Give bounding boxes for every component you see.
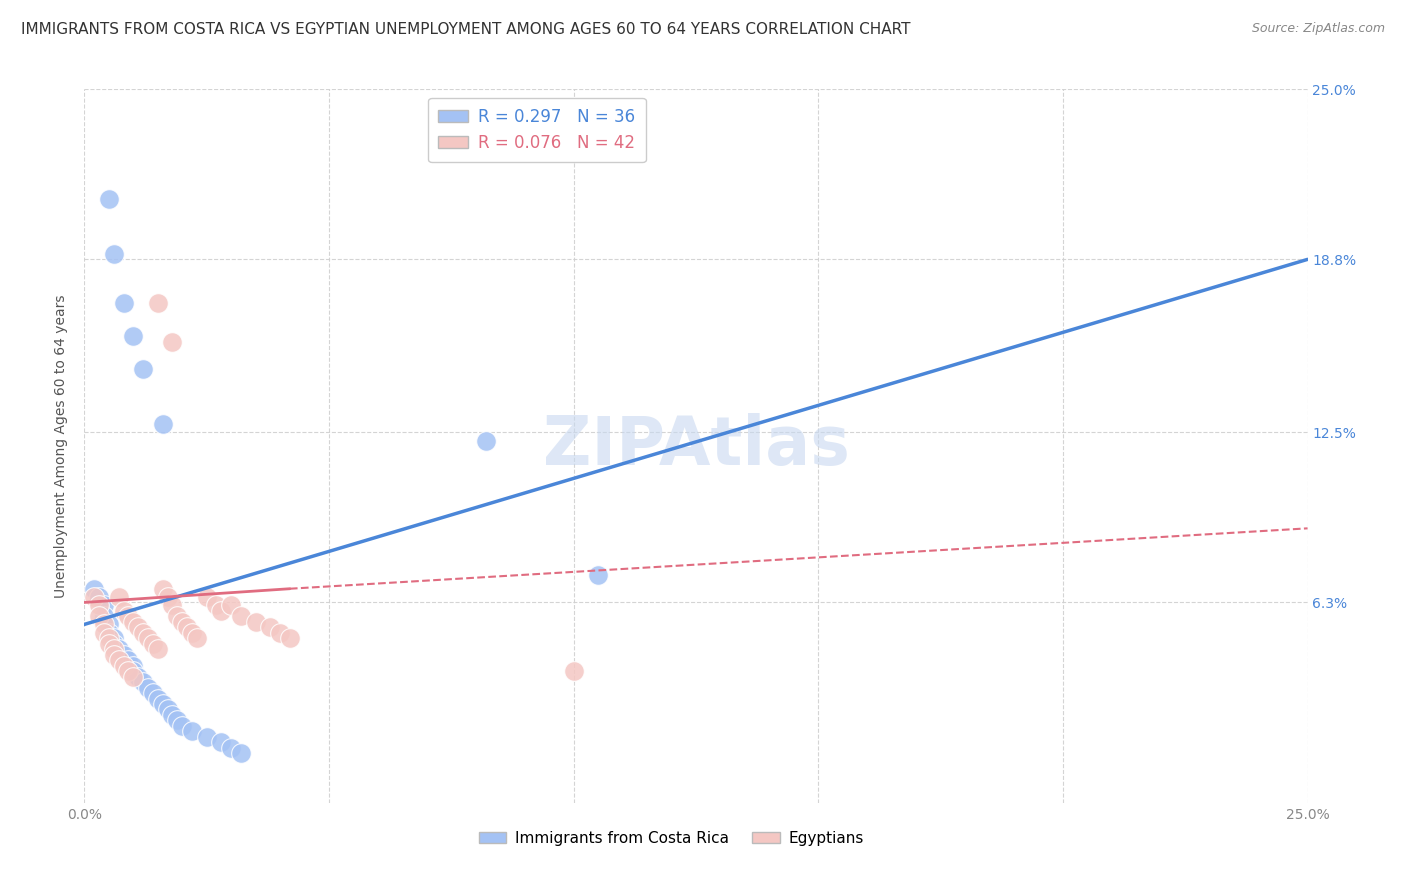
Point xyxy=(112,658,135,673)
Point xyxy=(132,675,155,690)
Point xyxy=(152,417,174,431)
Point xyxy=(87,609,110,624)
Point xyxy=(146,642,169,657)
Point xyxy=(195,590,218,604)
Point xyxy=(107,590,129,604)
Point xyxy=(87,590,110,604)
Point xyxy=(229,747,252,761)
Point xyxy=(181,625,204,640)
Point xyxy=(132,362,155,376)
Point xyxy=(103,247,125,261)
Point xyxy=(162,708,184,723)
Point xyxy=(586,568,609,582)
Point xyxy=(93,598,115,612)
Point xyxy=(166,714,188,728)
Text: ZIPAtlas: ZIPAtlas xyxy=(543,413,849,479)
Point xyxy=(127,620,149,634)
Point xyxy=(229,609,252,624)
Point xyxy=(93,609,115,624)
Point xyxy=(181,724,204,739)
Point xyxy=(172,719,194,733)
Point xyxy=(122,658,145,673)
Point xyxy=(97,617,120,632)
Point xyxy=(83,590,105,604)
Legend: Immigrants from Costa Rica, Egyptians: Immigrants from Costa Rica, Egyptians xyxy=(472,825,870,852)
Point xyxy=(209,735,232,749)
Point xyxy=(93,617,115,632)
Point xyxy=(112,648,135,662)
Point xyxy=(186,631,208,645)
Point xyxy=(162,598,184,612)
Point xyxy=(209,604,232,618)
Point xyxy=(122,664,145,678)
Point xyxy=(474,434,496,448)
Point xyxy=(112,296,135,310)
Point xyxy=(127,669,149,683)
Point xyxy=(93,625,115,640)
Text: Source: ZipAtlas.com: Source: ZipAtlas.com xyxy=(1251,22,1385,36)
Point xyxy=(87,598,110,612)
Point xyxy=(97,192,120,206)
Point xyxy=(166,609,188,624)
Point xyxy=(205,598,228,612)
Point xyxy=(562,664,585,678)
Point xyxy=(219,598,242,612)
Point xyxy=(136,631,159,645)
Point xyxy=(156,702,179,716)
Point xyxy=(83,582,105,596)
Point xyxy=(219,740,242,755)
Point xyxy=(156,590,179,604)
Point xyxy=(278,631,301,645)
Point xyxy=(176,620,198,634)
Point xyxy=(103,642,125,657)
Point xyxy=(107,642,129,657)
Point xyxy=(136,681,159,695)
Text: IMMIGRANTS FROM COSTA RICA VS EGYPTIAN UNEMPLOYMENT AMONG AGES 60 TO 64 YEARS CO: IMMIGRANTS FROM COSTA RICA VS EGYPTIAN U… xyxy=(21,22,911,37)
Point xyxy=(146,296,169,310)
Y-axis label: Unemployment Among Ages 60 to 64 years: Unemployment Among Ages 60 to 64 years xyxy=(55,294,69,598)
Point xyxy=(269,625,291,640)
Point xyxy=(122,615,145,629)
Point xyxy=(107,653,129,667)
Point xyxy=(172,615,194,629)
Point xyxy=(132,625,155,640)
Point xyxy=(146,691,169,706)
Point xyxy=(152,697,174,711)
Point xyxy=(103,648,125,662)
Point xyxy=(103,631,125,645)
Point xyxy=(162,334,184,349)
Point xyxy=(117,653,139,667)
Point xyxy=(122,329,145,343)
Point xyxy=(117,609,139,624)
Point xyxy=(103,637,125,651)
Point xyxy=(142,637,165,651)
Point xyxy=(259,620,281,634)
Point xyxy=(152,582,174,596)
Point xyxy=(245,615,267,629)
Point xyxy=(97,637,120,651)
Point xyxy=(142,686,165,700)
Point xyxy=(97,625,120,640)
Point xyxy=(112,604,135,618)
Point xyxy=(97,631,120,645)
Point xyxy=(195,730,218,744)
Point xyxy=(117,664,139,678)
Point xyxy=(122,669,145,683)
